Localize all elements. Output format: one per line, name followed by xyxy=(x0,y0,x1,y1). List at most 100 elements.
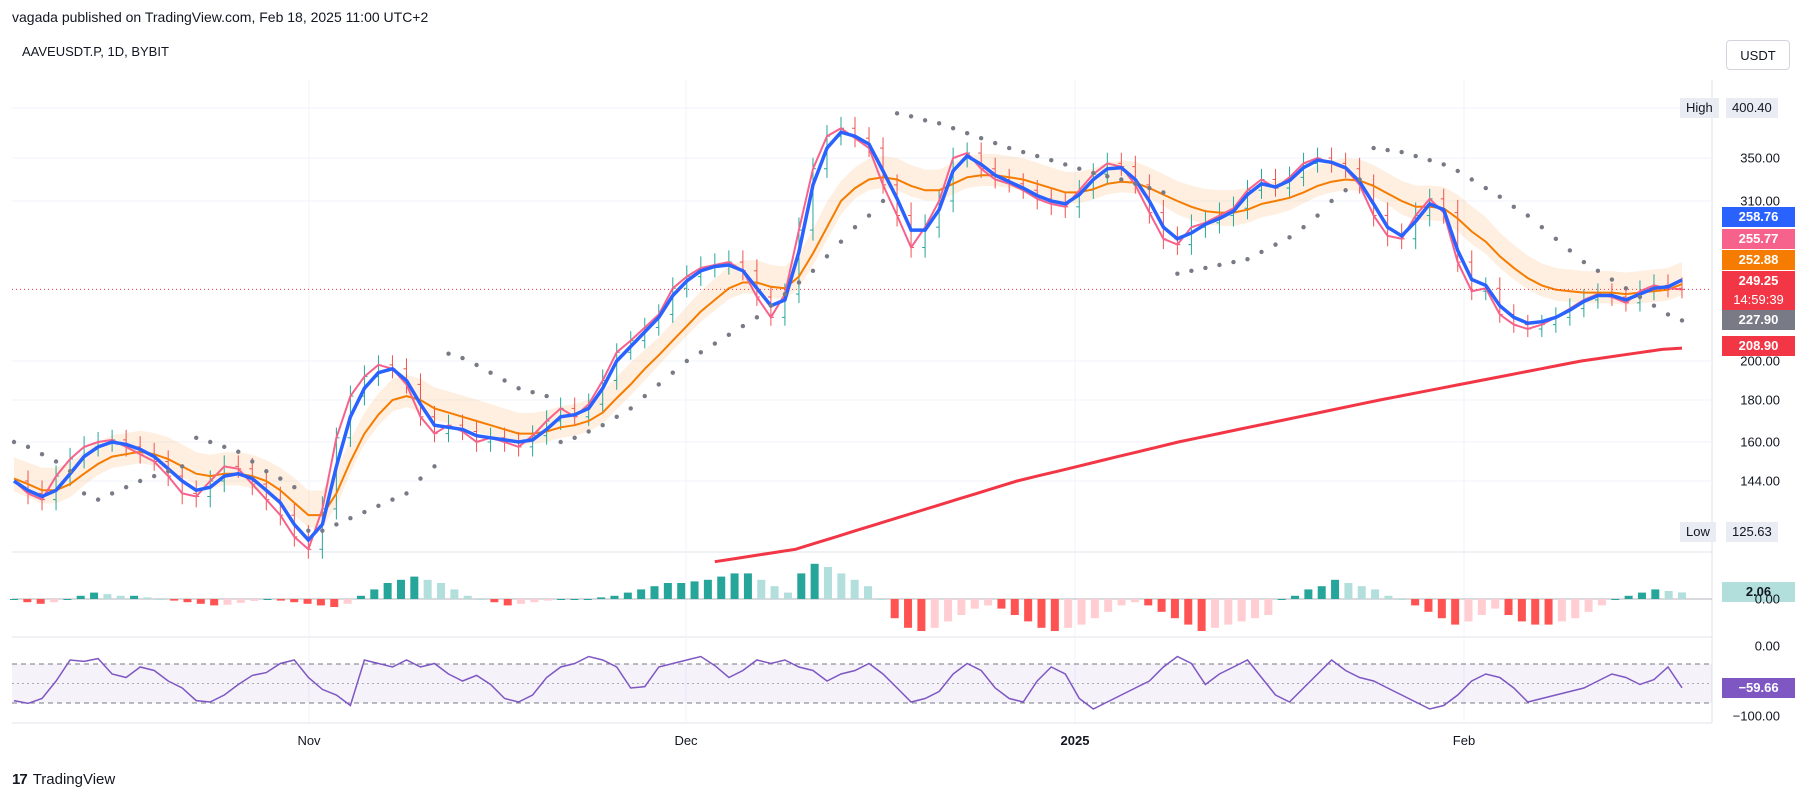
sar-dot xyxy=(1147,185,1152,191)
sar-dot xyxy=(908,114,914,119)
sar-dot xyxy=(306,528,311,533)
sar-dot xyxy=(810,268,816,274)
macd-bar xyxy=(330,599,339,607)
tradingview-logo-icon: 17 xyxy=(12,771,28,788)
macd-bar xyxy=(23,599,32,603)
sar-dot xyxy=(67,469,73,474)
sar-dot xyxy=(180,464,185,469)
macd-bar xyxy=(743,573,752,599)
macd-bar xyxy=(263,599,272,600)
sar-dot xyxy=(502,378,507,383)
macd-bar xyxy=(890,599,899,619)
macd-bar xyxy=(170,599,179,601)
sar-dot xyxy=(1049,157,1054,163)
macd-bar xyxy=(1477,599,1486,615)
ema-pink-badge: 255.77 xyxy=(1722,229,1795,249)
rsi-tick: 0.00 xyxy=(1754,638,1780,654)
sar-dot xyxy=(165,469,171,474)
sar-dot xyxy=(852,224,858,230)
sar-dot xyxy=(1315,213,1320,218)
macd-bar xyxy=(797,573,806,599)
macd-bar xyxy=(730,573,739,599)
ema-mid-badge: 252.88 xyxy=(1722,250,1795,270)
macd-bar xyxy=(997,599,1006,609)
sar-dot xyxy=(1273,242,1278,247)
sar-dot xyxy=(376,503,381,509)
sar-dot xyxy=(1609,277,1615,282)
macd-bar xyxy=(1224,599,1233,625)
sar-dot xyxy=(880,198,886,204)
sar-dot xyxy=(978,135,984,141)
price-tick: 350.00 xyxy=(1740,150,1780,166)
macd-bar xyxy=(837,573,846,599)
macd-bar xyxy=(1517,599,1526,622)
macd-bar xyxy=(490,599,499,603)
tradingview-logo[interactable]: 17 TradingView xyxy=(12,771,115,788)
macd-bar xyxy=(650,586,659,599)
sar-dot xyxy=(1413,153,1418,159)
sar-dot xyxy=(432,464,437,469)
sar-dot xyxy=(39,451,45,457)
macd-bar xyxy=(1424,599,1433,612)
macd-bar xyxy=(757,579,766,599)
low-value-text: 125.63 xyxy=(1732,524,1772,539)
sar-dot xyxy=(404,491,409,496)
currency-button[interactable]: USDT xyxy=(1726,40,1790,70)
macd-bar xyxy=(1010,599,1019,615)
sar-dot xyxy=(964,130,970,136)
macd-bar xyxy=(290,599,299,603)
macd-bar xyxy=(1531,599,1540,625)
sar-dot xyxy=(25,444,31,450)
macd-bar xyxy=(1331,579,1340,599)
last-price-value: 249.25 xyxy=(1738,273,1779,288)
macd-bar xyxy=(1384,595,1393,599)
high-value-text: 400.40 xyxy=(1732,100,1772,115)
macd-bar xyxy=(783,592,792,599)
sar-dot xyxy=(950,126,956,131)
price-tick: 200.00 xyxy=(1740,353,1780,369)
macd-bar xyxy=(250,599,259,601)
macd-bar xyxy=(1491,599,1500,609)
sar-dot xyxy=(11,439,17,445)
macd-bar xyxy=(877,599,886,600)
macd-bar xyxy=(1250,599,1259,619)
macd-bar xyxy=(904,599,913,628)
macd-bar xyxy=(1237,599,1246,622)
macd-bar xyxy=(1584,599,1593,612)
macd-bar xyxy=(703,579,712,599)
sar-dot xyxy=(1077,166,1082,171)
sar-dot xyxy=(1245,256,1250,262)
sar-dot xyxy=(1329,198,1334,204)
last-price-badge: 249.25 14:59:39 xyxy=(1722,271,1795,311)
macd-bar xyxy=(210,599,219,606)
macd-bar xyxy=(810,563,819,599)
sar-dot xyxy=(530,390,535,395)
macd-bar xyxy=(196,599,205,604)
macd-bar xyxy=(1624,595,1633,599)
sar-dot xyxy=(109,491,115,496)
macd-bar xyxy=(1357,586,1366,599)
macd-bar xyxy=(36,599,45,604)
macd-bar xyxy=(1397,599,1406,600)
macd-zero-tick: 0.00 xyxy=(1754,591,1780,607)
macd-bar xyxy=(1637,592,1646,599)
sar-dot xyxy=(614,414,619,419)
sar-dot xyxy=(656,382,661,387)
sar-dot xyxy=(1679,318,1685,323)
macd-bar xyxy=(1344,583,1353,599)
sar-dot xyxy=(488,370,493,375)
sar-dot xyxy=(194,435,199,440)
sar-dot xyxy=(1539,224,1545,230)
macd-bar xyxy=(1210,599,1219,628)
symbol-title[interactable]: AAVEUSDT.P, 1D, BYBIT xyxy=(22,44,169,59)
sar-dot xyxy=(460,355,465,361)
ema-mid-line xyxy=(13,174,1683,517)
macd-bar xyxy=(1117,599,1126,606)
sar-dot xyxy=(936,121,942,126)
sar-dot xyxy=(1651,303,1657,308)
sar-dot xyxy=(1021,149,1026,155)
sar-dot xyxy=(151,473,157,479)
x-tick-2025: 2025 xyxy=(1060,733,1090,748)
macd-bar xyxy=(1571,599,1580,619)
